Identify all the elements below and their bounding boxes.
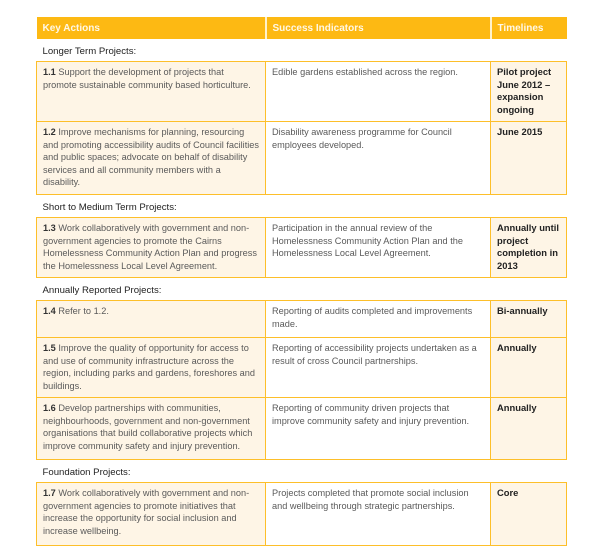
header-timelines: Timelines — [489, 17, 567, 39]
section-title: Short to Medium Term Projects: — [36, 194, 567, 218]
section-heading-row: Annually Reported Projects: — [36, 277, 567, 301]
key-action-cell: 1.4 Refer to 1.2. — [36, 300, 266, 338]
action-text: Support the development of projects that… — [43, 67, 251, 90]
success-indicator-cell: Disability awareness programme for Counc… — [265, 121, 491, 195]
action-number: 1.5 — [43, 343, 56, 353]
table-row: 1.7 Work collaboratively with government… — [36, 482, 567, 546]
action-number: 1.7 — [43, 488, 56, 498]
success-indicator-cell: Reporting of accessibility projects unde… — [265, 337, 491, 398]
header-success-indicators: Success Indicators — [264, 17, 491, 39]
timeline-cell: Bi-annually — [490, 300, 567, 338]
table-row: 1.6 Develop partnerships with communitie… — [36, 397, 567, 460]
table-row: 1.3 Work collaboratively with government… — [36, 217, 567, 278]
success-indicator-cell: Edible gardens established across the re… — [265, 61, 491, 122]
action-text: Develop partnerships with communities, n… — [43, 403, 253, 451]
key-action-cell: 1.6 Develop partnerships with communitie… — [36, 397, 266, 460]
action-text: Improve mechanisms for planning, resourc… — [43, 127, 260, 188]
action-text: Improve the quality of opportunity for a… — [43, 343, 255, 391]
success-indicator-cell: Reporting of community driven projects t… — [265, 397, 491, 460]
action-text: Work collaboratively with government and… — [43, 488, 250, 536]
section-title: Foundation Projects: — [36, 459, 567, 483]
key-action-cell: 1.2 Improve mechanisms for planning, res… — [36, 121, 266, 195]
section-title: Longer Term Projects: — [36, 39, 567, 62]
action-text: Refer to 1.2. — [58, 306, 109, 316]
action-number: 1.2 — [43, 127, 56, 137]
table-row: 1.4 Refer to 1.2. Reporting of audits com… — [36, 300, 567, 338]
key-action-cell: 1.7 Work collaboratively with government… — [36, 482, 266, 546]
table-row: 1.1 Support the development of projects … — [36, 61, 567, 122]
success-indicator-cell: Projects completed that promote social i… — [265, 482, 491, 546]
key-action-cell: 1.3 Work collaboratively with government… — [36, 217, 266, 278]
timeline-cell: June 2015 — [490, 121, 567, 195]
action-number: 1.6 — [43, 403, 56, 413]
section-heading-row: Foundation Projects: — [36, 459, 567, 483]
action-text: Work collaboratively with government and… — [43, 223, 257, 271]
table-row: 1.2 Improve mechanisms for planning, res… — [36, 121, 567, 195]
table-header: Key Actions Success Indicators Timelines — [36, 17, 567, 39]
section-title: Annually Reported Projects: — [36, 277, 567, 301]
action-number: 1.1 — [43, 67, 56, 77]
timeline-cell: Annually — [490, 337, 567, 398]
key-action-cell: 1.1 Support the development of projects … — [36, 61, 266, 122]
key-actions-table: Key Actions Success Indicators Timelines… — [36, 17, 567, 546]
table-row: 1.5 Improve the quality of opportunity f… — [36, 337, 567, 398]
action-number: 1.3 — [43, 223, 56, 233]
section-heading-row: Short to Medium Term Projects: — [36, 194, 567, 218]
success-indicator-cell: Reporting of audits completed and improv… — [265, 300, 491, 338]
success-indicator-cell: Participation in the annual review of th… — [265, 217, 491, 278]
timeline-cell: Annually — [490, 397, 567, 460]
key-action-cell: 1.5 Improve the quality of opportunity f… — [36, 337, 266, 398]
timeline-cell: Pilot project June 2012 – expansion ongo… — [490, 61, 567, 122]
header-key-actions: Key Actions — [36, 17, 266, 39]
timeline-cell: Annually until project completion in 201… — [490, 217, 567, 278]
section-heading-row: Longer Term Projects: — [36, 39, 567, 62]
action-number: 1.4 — [43, 306, 56, 316]
timeline-cell: Core — [490, 482, 567, 546]
